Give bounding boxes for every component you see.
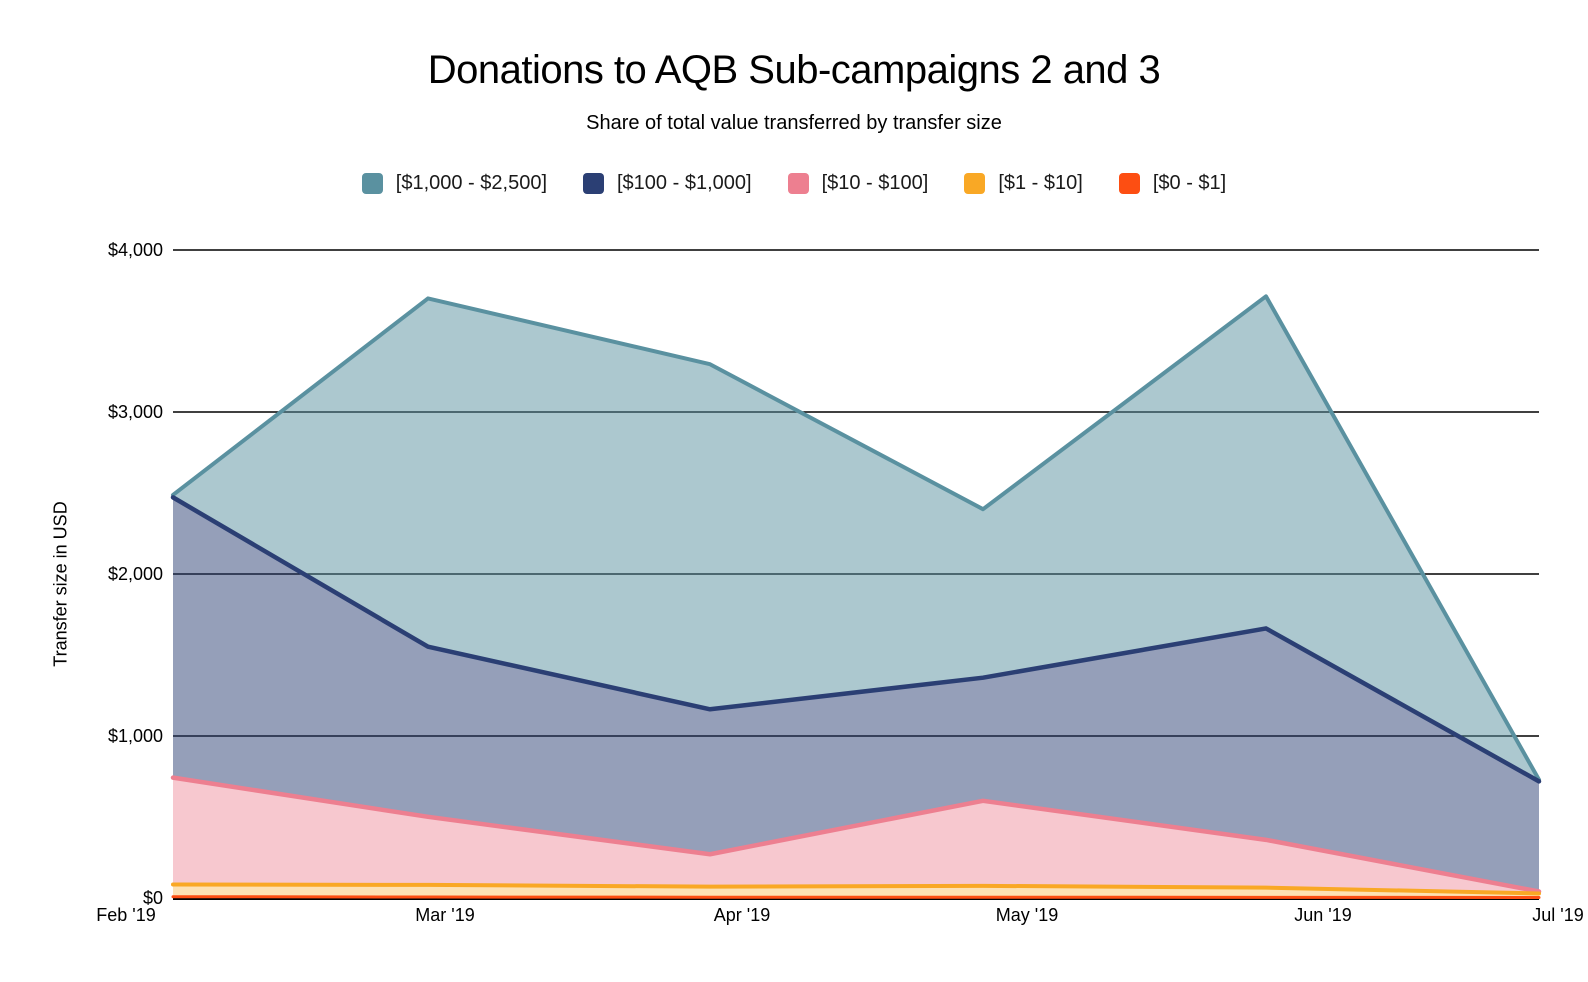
x-tick-label: Jul '19 <box>1532 905 1583 925</box>
legend-label: [$0 - $1] <box>1152 172 1227 194</box>
series-line-2 <box>171 882 1541 896</box>
x-tick-label: Apr '19 <box>714 905 770 925</box>
legend-swatch-icon <box>964 173 986 194</box>
legend-swatch-icon <box>1118 173 1140 194</box>
y-tick-label: $2,000 <box>108 564 163 584</box>
y-tick-label: $4,000 <box>108 240 163 260</box>
area-band-3 <box>173 777 1539 894</box>
chart-subtitle: Share of total value transferred by tran… <box>586 112 1002 134</box>
area-band-5 <box>173 296 1539 782</box>
y-tick-label: $0 <box>143 888 163 908</box>
x-tick-label: Feb '19 <box>96 905 155 925</box>
legend-item: [$1,000 - $2,500] <box>361 172 547 195</box>
legend-label: [$1 - $10] <box>998 172 1083 194</box>
legend-label: [$100 - $1,000] <box>617 172 752 194</box>
legend-swatch-icon <box>583 173 604 194</box>
x-tick-label: Mar '19 <box>415 905 474 925</box>
legend: [$1,000 - $2,500] [$100 - $1,000] [$10 - $… <box>0 172 1588 195</box>
legend-swatch-icon <box>361 173 383 194</box>
legend-item: [$1 - $10] <box>964 172 1083 195</box>
series-line-3 <box>170 775 1542 894</box>
legend-item: [$0 - $1] <box>1118 172 1227 195</box>
legend-label: [$10 - $100] <box>821 172 929 194</box>
legend-swatch-icon <box>787 173 809 194</box>
y-tick-label: $1,000 <box>108 726 163 746</box>
x-tick-label: Jun '19 <box>1294 905 1351 925</box>
y-tick-label: $3,000 <box>108 402 163 422</box>
series-line-1 <box>171 895 1541 900</box>
legend-item: [$10 - $100] <box>787 172 929 195</box>
legend-item: [$100 - $1,000] <box>583 172 752 195</box>
chart-title: Donations to AQB Sub-campaigns 2 and 3 <box>427 48 1161 92</box>
series-line-5 <box>171 294 1541 782</box>
series-line-4 <box>170 495 1542 784</box>
legend-label: [$1,000 - $2,500] <box>395 172 547 194</box>
x-tick-label: May '19 <box>996 905 1058 925</box>
